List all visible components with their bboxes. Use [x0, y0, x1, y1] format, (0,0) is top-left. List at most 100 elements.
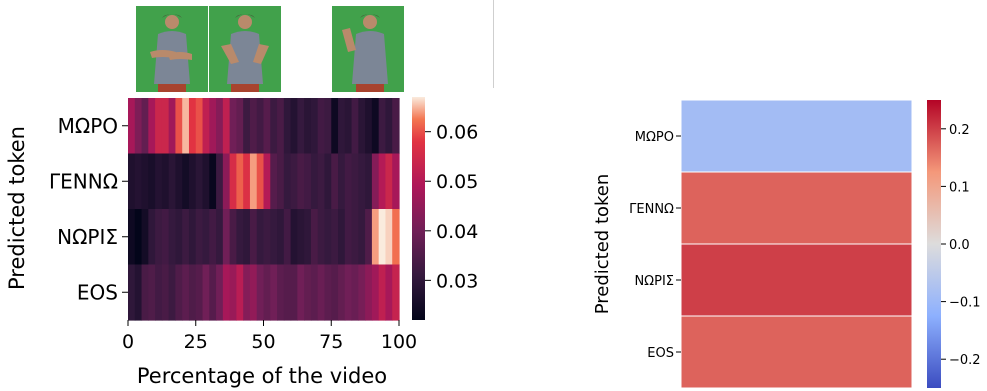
heatmap-cell — [256, 153, 265, 210]
x-tick-label: 0 — [122, 331, 134, 353]
heatmap-cell — [202, 264, 210, 321]
heatmap-cell — [182, 209, 190, 266]
heatmap-cell — [270, 98, 278, 155]
colorbar-tick-label: 0.05 — [436, 171, 478, 193]
y-tick-label: ΝΩΡΙΣ — [634, 274, 674, 289]
heatmap-cell — [365, 153, 373, 210]
heatmap-cell — [324, 209, 332, 266]
heatmap-cell — [209, 209, 217, 266]
heatmap-cell — [148, 209, 156, 266]
heatmap-cell — [195, 264, 204, 321]
heatmap-cell — [263, 98, 271, 155]
heatmap-cell — [263, 153, 271, 210]
heatmap-cell — [155, 209, 163, 266]
heatmap-cell — [351, 153, 359, 210]
heatmap-cell — [304, 209, 312, 266]
heatmap-cell — [338, 153, 346, 210]
y-tick-label: ΓΕΝΝΩ — [629, 202, 674, 217]
heatmap-cell — [155, 98, 163, 155]
heatmap-cell — [216, 98, 224, 155]
heatmap-cell — [216, 153, 224, 210]
heatmap-cell — [141, 209, 149, 266]
heatmap-cell — [378, 153, 387, 210]
heatmap-cell — [161, 264, 170, 321]
heatmap-cell — [229, 264, 237, 321]
heatmap-cell — [188, 98, 197, 155]
heatmap-cell — [310, 264, 319, 321]
heatmap-cell — [371, 98, 380, 155]
y-tick-label: ΓΕΝΝΩ — [49, 169, 118, 193]
heatmap-cell — [344, 264, 353, 321]
heatmap-cell — [249, 209, 258, 266]
x-tick-label: 50 — [251, 331, 275, 353]
video-frame-3 — [332, 6, 404, 92]
colorbar-tick-label: −0.1 — [949, 296, 981, 311]
heatmap-cell — [222, 98, 231, 155]
x-tick-label: 25 — [184, 331, 208, 353]
heatmap-cell — [378, 98, 387, 155]
heatmap-cell — [317, 209, 326, 266]
heatmap-cell — [290, 209, 298, 266]
heatmap-cell — [128, 209, 136, 266]
heatmap-cell — [134, 209, 143, 266]
heatmap-cell — [317, 264, 326, 321]
heatmap-cell — [371, 209, 380, 266]
heatmap-cell — [297, 98, 305, 155]
heatmap-cell — [222, 153, 231, 210]
heatmap-cell — [283, 264, 292, 321]
heatmap-cell — [297, 264, 305, 321]
heatmap-cell — [317, 153, 326, 210]
heatmap-cell — [161, 209, 170, 266]
heatmap-cell — [344, 98, 353, 155]
colorbar-tick-label: −0.2 — [949, 353, 981, 368]
y-tick-label: ΜΩΡΟ — [58, 114, 118, 138]
heatmap-cell — [317, 98, 326, 155]
heatmap-cell — [365, 209, 373, 266]
heatmap-cell — [236, 153, 244, 210]
heatmap-cell — [297, 153, 305, 210]
x-axis-label: Percentage of the video — [137, 364, 387, 388]
heatmap-cell — [324, 264, 332, 321]
heatmap-cell — [256, 209, 265, 266]
heatmap-cell — [182, 98, 190, 155]
attention-heatmap: ΜΩΡΟ ΓΕΝΝΩ ΝΩΡΙΣ EOS 0 25 50 75 100 Percentage … — [5, 97, 478, 388]
heatmap-cell — [175, 98, 183, 155]
heatmap-cell — [378, 264, 387, 321]
heatmap-cell — [331, 98, 339, 155]
heatmap-cell — [229, 98, 237, 155]
heatmap-cell — [236, 98, 244, 155]
heatmap-cell — [385, 153, 393, 210]
heatmap-cell — [358, 264, 366, 321]
heatmap-cell — [392, 264, 400, 321]
heatmap-cell — [277, 264, 285, 321]
x-tick-label: 100 — [381, 331, 417, 353]
heatmap-cell — [209, 153, 217, 210]
token-score-colorbar-ticks: −0.2 −0.1 0.0 0.1 0.2 — [941, 123, 981, 368]
heatmap-cell — [351, 209, 359, 266]
heatmap-cell — [310, 98, 319, 155]
heatmap-cell — [128, 153, 136, 210]
attention-heatmap-cells — [128, 98, 400, 321]
colorbar-tick-label: 0.06 — [436, 122, 478, 144]
right-y-axis-label: Predicted token — [592, 174, 613, 315]
heatmap-cell — [365, 98, 373, 155]
heatmap-cell — [134, 98, 143, 155]
heatmap-cell — [202, 98, 210, 155]
heatmap-cell — [249, 98, 258, 155]
heatmap-cell — [324, 153, 332, 210]
heatmap-cell — [141, 264, 149, 321]
x-tick-label: 75 — [319, 331, 343, 353]
heatmap-cell — [358, 98, 366, 155]
heatmap-cell — [371, 153, 380, 210]
heatmap-cell — [134, 153, 143, 210]
heatmap-cell — [283, 209, 292, 266]
colorbar-tick-label: 0.2 — [949, 123, 970, 138]
token-score-cells — [680, 99, 913, 389]
y-tick-label: ΝΩΡΙΣ — [57, 225, 118, 249]
heatmap-cell — [392, 153, 400, 210]
heatmap-cell — [236, 209, 244, 266]
heatmap-cell — [243, 153, 251, 210]
heatmap-cell — [141, 153, 149, 210]
